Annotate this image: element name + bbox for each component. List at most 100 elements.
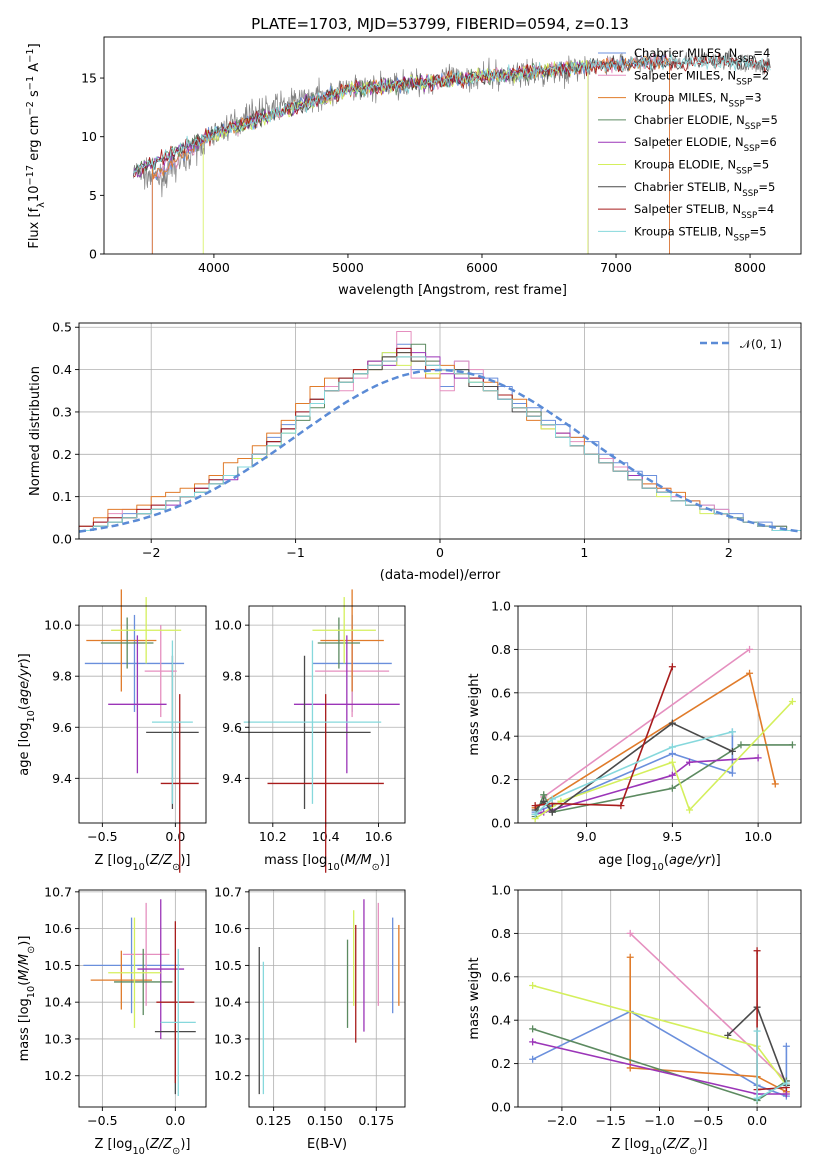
legend-label: Chabrier STELIB, NSSP=5 — [634, 180, 775, 199]
y-tick-label: 15 — [81, 71, 97, 86]
weight-marker-salpeter-elodie — [686, 758, 694, 766]
y-tick-label: 0.0 — [491, 816, 511, 831]
z-mass-panel: −0.5 0.0 10.2 10.3 10.4 10.5 10.6 10.7 Z [log10(… — [17, 884, 207, 1157]
y-axis-label: mass weight — [467, 957, 482, 1039]
weight-marker-salpeter-elodie — [754, 754, 762, 762]
weight-line-salpeter-stelib — [535, 666, 674, 807]
y-tick-label: 10.5 — [44, 958, 72, 973]
legend-label: Kroupa STELIB, NSSP=5 — [634, 224, 767, 243]
weight-marker-chabrier-stelib — [724, 1031, 732, 1039]
weight-marker-kroupa-stelib — [531, 810, 539, 818]
y-tick-label: 0.4 — [491, 729, 511, 744]
model-spectrum-kroupa-miles-n-ssp-3 — [151, 54, 670, 254]
x-tick-label: 0.175 — [358, 1113, 394, 1128]
weight-marker-kroupa-miles — [771, 780, 779, 788]
x-tick-label: 10.0 — [744, 829, 772, 844]
weight-marker-salpeter-stelib — [617, 802, 625, 810]
weight-line-chabrier-elodie — [534, 744, 793, 817]
weight-marker-chabrier-elodie — [529, 1025, 537, 1033]
x-tick-label: −0.5 — [87, 829, 117, 844]
y-tick-label: 0.5 — [52, 320, 72, 335]
weight-marker-chabrier-stelib — [668, 719, 676, 727]
weight-marker-kroupa-stelib — [668, 743, 676, 751]
weight-marker-chabrier-stelib — [540, 797, 548, 805]
weight-marker-kroupa-elodie — [686, 806, 694, 814]
y-tick-label: 0.1 — [52, 489, 72, 504]
weight-marker-kroupa-elodie — [668, 758, 676, 766]
x-tick-label: −1.5 — [596, 1113, 626, 1128]
y-tick-label: 0.0 — [52, 532, 72, 547]
weight-marker-salpeter-elodie — [668, 771, 676, 779]
legend-label: Salpeter STELIB, NSSP=4 — [634, 202, 774, 221]
weight-marker-chabrier-miles — [529, 1055, 537, 1063]
y-tick-label: 9.6 — [52, 720, 72, 735]
x-tick-label: 0.0 — [747, 1113, 767, 1128]
plot-frame — [248, 605, 406, 824]
x-tick-label: −0.5 — [87, 1113, 117, 1128]
model-spectrum-kroupa-stelib-n-ssp-5 — [133, 54, 771, 174]
legend-label: Chabrier MILES, NSSP=4 — [634, 46, 770, 65]
x-tick-label: 9.0 — [577, 829, 597, 844]
x-tick-label: 9.5 — [662, 829, 682, 844]
x-tick-label: 4000 — [198, 260, 230, 275]
y-axis-label: mass [log10(M/M⊙)] — [17, 936, 37, 1062]
y-tick-label: 9.6 — [222, 720, 242, 735]
x-tick-label: 10.6 — [365, 829, 393, 844]
y-tick-label: 10.6 — [44, 921, 72, 936]
weight-line-salpeter-miles — [543, 648, 750, 798]
y-tick-label: 10.0 — [44, 618, 72, 633]
x-tick-label: 10.2 — [259, 829, 287, 844]
weight-marker-kroupa-miles — [626, 1064, 634, 1072]
x-axis-label: age [log10(age/yr)] — [598, 853, 721, 873]
weight-line-salpeter-miles — [629, 932, 787, 1082]
weight-marker-salpeter-miles — [626, 929, 634, 937]
x-tick-label: 6000 — [466, 260, 498, 275]
y-tick-label: 10.7 — [44, 884, 72, 899]
y-tick-label: 5 — [89, 188, 97, 203]
legend-label: Salpeter MILES, NSSP=2 — [634, 68, 769, 87]
residuals-panel: −2 −1 0 1 2 0.0 0.1 0.2 0.3 0.4 0.5 𝒩(0, 1) (data-mo… — [28, 320, 802, 583]
weight-marker-salpeter-stelib — [753, 947, 761, 955]
z-age-panel: −0.5 0.0 9.4 9.6 9.8 10.0 Z [log10(Z/Z⊙)] age [… — [17, 589, 207, 873]
y-tick-label: 10.3 — [214, 1031, 242, 1046]
y-tick-label: 10 — [81, 129, 97, 144]
weight-marker-salpeter-miles — [746, 645, 754, 653]
y-tick-label: 10.7 — [214, 884, 242, 899]
weight-marker-chabrier-elodie — [788, 741, 796, 749]
x-tick-label: 0.0 — [165, 1113, 185, 1128]
y-tick-label: 0.4 — [52, 362, 72, 377]
weight-marker-chabrier-elodie — [737, 741, 745, 749]
y-tick-label: 0 — [89, 247, 97, 262]
x-axis-label: mass [log10(M/M⊙)] — [264, 853, 390, 873]
weight-marker-kroupa-miles — [746, 669, 754, 677]
plot-frame — [248, 889, 406, 1108]
y-axis-label: Normed distribution — [28, 366, 43, 496]
y-tick-label: 10.0 — [214, 618, 242, 633]
weight-line-kroupa-miles — [534, 672, 777, 809]
plot-frame — [78, 889, 207, 1108]
weight-marker-chabrier-stelib — [548, 808, 556, 816]
weight-marker-kroupa-stelib — [782, 1079, 790, 1087]
weight-marker-chabrier-miles — [782, 1042, 790, 1050]
x-tick-label: −1 — [286, 545, 304, 560]
weight-marker-chabrier-elodie — [668, 784, 676, 792]
y-tick-label: 0.2 — [491, 1056, 511, 1071]
x-axis-label: Z [log10(Z/Z⊙)] — [95, 1137, 191, 1157]
x-axis-label: Z [log10(Z/Z⊙)] — [95, 853, 191, 873]
y-tick-label: 0.2 — [491, 772, 511, 787]
plot-frame — [103, 36, 802, 255]
weight-marker-salpeter-stelib — [668, 663, 676, 671]
y-tick-label: 9.8 — [222, 669, 242, 684]
x-tick-label: −1.0 — [644, 1113, 674, 1128]
weight-marker-kroupa-elodie — [788, 697, 796, 705]
weight-line-kroupa-elodie — [534, 700, 793, 820]
y-tick-label: 10.4 — [214, 995, 242, 1010]
figure-title: PLATE=1703, MJD=53799, FIBERID=0594, z=0… — [251, 15, 629, 33]
weight-marker-chabrier-miles — [668, 750, 676, 758]
weight-marker-salpeter-elodie — [782, 1090, 790, 1098]
y-tick-label: 10.5 — [214, 958, 242, 973]
y-tick-label: 0.8 — [491, 642, 511, 657]
model-spectrum-chabrier-miles-n-ssp-4 — [151, 54, 670, 254]
plot-frame — [78, 322, 802, 540]
